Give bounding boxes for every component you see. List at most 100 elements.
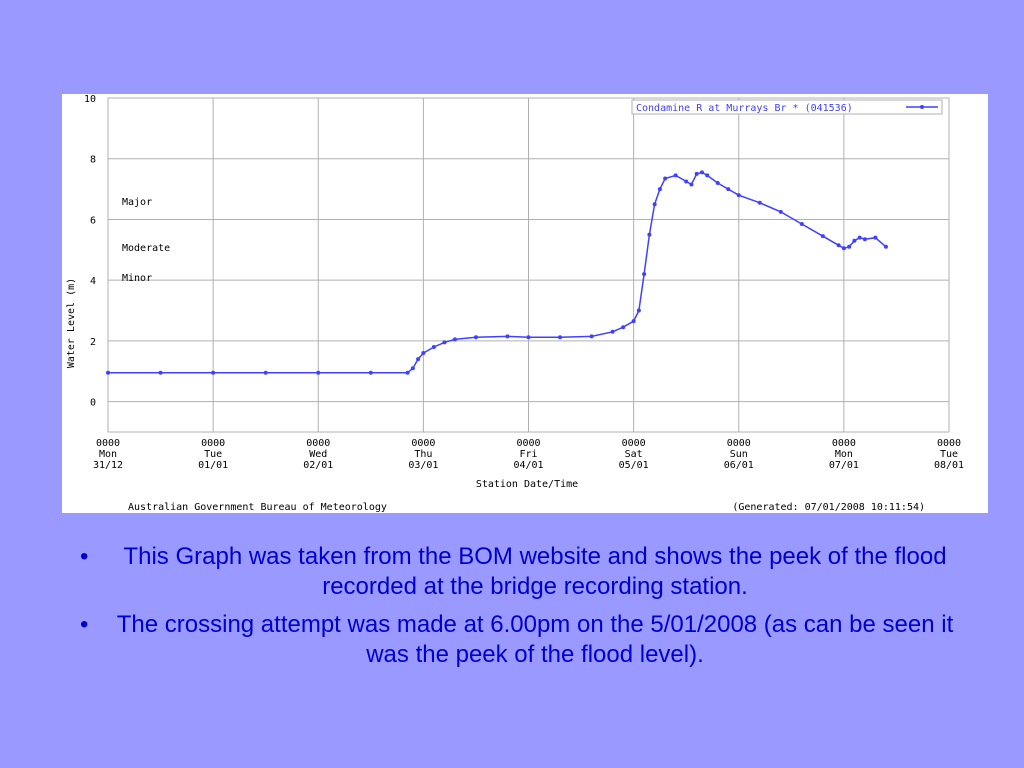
bullet-text: The crossing attempt was made at 6.00pm … — [116, 611, 954, 668]
bullet-mark: • — [80, 611, 89, 638]
data-point — [715, 181, 720, 186]
data-point — [647, 232, 652, 237]
data-point — [642, 272, 647, 277]
x-tick-label: Wed — [309, 449, 327, 460]
data-point — [857, 235, 862, 240]
data-point — [663, 176, 668, 181]
x-tick-label: 0000 — [201, 438, 225, 449]
y-tick-label: 6 — [90, 215, 96, 226]
series-line — [108, 171, 887, 374]
data-point — [799, 222, 804, 227]
x-tick-label: 0000 — [622, 438, 646, 449]
x-tick-label: 07/01 — [829, 460, 859, 471]
data-point — [558, 335, 563, 340]
footer-generated: (Generated: 07/01/2008 10:11:54) — [732, 502, 925, 513]
data-point — [726, 187, 731, 192]
x-tick-label: 03/01 — [408, 460, 438, 471]
data-point — [705, 173, 710, 178]
legend-swatch-marker — [920, 105, 924, 109]
x-tick-label: Mon — [99, 449, 117, 460]
data-point — [657, 187, 662, 192]
x-tick-label: 0000 — [727, 438, 751, 449]
x-axis-label: Station Date/Time — [476, 479, 578, 490]
data-point — [442, 340, 447, 345]
x-tick-label: 06/01 — [724, 460, 754, 471]
x-tick-label: Mon — [835, 449, 853, 460]
legend-series-name: Condamine R at Murrays Br * (041536) — [636, 103, 853, 114]
data-point — [852, 238, 857, 243]
bullet-item: • This Graph was taken from the BOM webs… — [70, 542, 960, 602]
data-point — [631, 319, 636, 324]
data-point — [158, 370, 163, 375]
y-tick-label: 10 — [84, 94, 96, 105]
y-tick-label: 4 — [90, 276, 96, 287]
data-point — [862, 237, 867, 242]
data-point — [652, 202, 657, 207]
footer-source: Australian Government Bureau of Meteorol… — [128, 502, 387, 513]
data-point — [211, 370, 216, 375]
data-point — [106, 370, 110, 375]
data-point — [736, 193, 741, 198]
x-tick-label: 0000 — [411, 438, 435, 449]
data-point — [421, 351, 426, 356]
data-point — [847, 244, 852, 249]
x-tick-label: 08/01 — [934, 460, 964, 471]
data-point — [452, 337, 457, 342]
data-point — [316, 370, 321, 375]
data-point — [684, 179, 689, 184]
flood-level-label: Major — [122, 197, 152, 208]
x-tick-label: 0000 — [832, 438, 856, 449]
data-point — [820, 234, 825, 239]
data-point — [610, 329, 615, 334]
bullet-text: This Graph was taken from the BOM websit… — [123, 543, 947, 600]
x-tick-label: Tue — [940, 449, 958, 460]
bullet-item: • The crossing attempt was made at 6.00p… — [70, 610, 960, 670]
x-tick-label: 01/01 — [198, 460, 228, 471]
x-tick-label: 0000 — [96, 438, 120, 449]
data-point — [505, 334, 510, 339]
chart-panel: Water Level (m) Station Date/Time Austra… — [62, 94, 988, 513]
x-tick-label: Sun — [730, 449, 748, 460]
data-point — [836, 243, 841, 248]
data-point — [689, 182, 694, 187]
y-tick-label: 2 — [90, 337, 96, 348]
x-tick-label: 0000 — [937, 438, 961, 449]
bullet-list: • This Graph was taken from the BOM webs… — [70, 542, 960, 678]
data-point — [673, 173, 678, 178]
flood-level-label: Moderate — [122, 243, 170, 254]
data-point — [263, 370, 268, 375]
data-point — [873, 235, 878, 240]
x-tick-label: 0000 — [306, 438, 330, 449]
flood-level-label: Minor — [122, 273, 152, 284]
x-tick-label: Sat — [625, 449, 643, 460]
x-tick-label: Tue — [204, 449, 222, 460]
data-point — [757, 200, 762, 205]
data-point — [778, 209, 783, 214]
x-tick-label: Thu — [414, 449, 432, 460]
data-point — [589, 334, 594, 339]
bullet-mark: • — [80, 543, 89, 570]
data-point — [699, 170, 704, 175]
x-tick-label: 31/12 — [93, 460, 123, 471]
legend-box — [631, 99, 943, 115]
data-point — [621, 325, 626, 330]
data-point — [410, 366, 415, 371]
x-tick-label: 0000 — [516, 438, 540, 449]
data-point — [405, 370, 410, 375]
x-tick-label: Fri — [519, 449, 537, 460]
data-point — [694, 171, 699, 176]
x-tick-label: 04/01 — [513, 460, 543, 471]
y-axis-label: Water Level (m) — [66, 278, 77, 368]
x-tick-label: 05/01 — [619, 460, 649, 471]
data-point — [473, 335, 478, 340]
y-tick-label: 8 — [90, 155, 96, 166]
data-point — [368, 370, 373, 375]
data-point — [431, 344, 436, 349]
data-point — [526, 335, 531, 340]
data-point — [636, 308, 641, 313]
data-point — [883, 244, 888, 249]
y-tick-label: 0 — [90, 398, 96, 409]
data-point — [841, 246, 846, 251]
data-point — [416, 357, 421, 362]
x-tick-label: 02/01 — [303, 460, 333, 471]
